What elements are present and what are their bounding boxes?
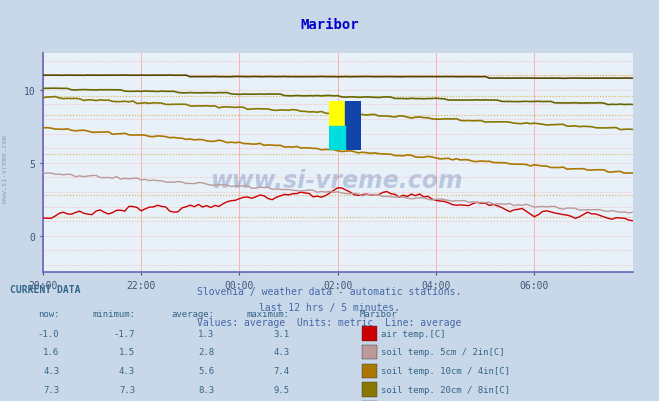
Text: Maribor: Maribor xyxy=(359,310,397,318)
Text: CURRENT DATA: CURRENT DATA xyxy=(10,284,80,294)
Bar xyxy=(329,102,345,126)
Text: minimum:: minimum: xyxy=(92,310,135,318)
Text: 7.3: 7.3 xyxy=(43,385,59,394)
Bar xyxy=(362,326,377,341)
Text: 7.4: 7.4 xyxy=(274,366,290,375)
Text: www.si-vreme.com: www.si-vreme.com xyxy=(2,134,9,203)
Bar xyxy=(329,126,345,150)
Text: Slovenia / weather data - automatic stations.: Slovenia / weather data - automatic stat… xyxy=(197,287,462,297)
Text: maximum:: maximum: xyxy=(247,310,290,318)
Text: now:: now: xyxy=(38,310,59,318)
Text: 4.3: 4.3 xyxy=(119,366,135,375)
Text: last 12 hrs / 5 minutes.: last 12 hrs / 5 minutes. xyxy=(259,302,400,312)
Text: www.si-vreme.com: www.si-vreme.com xyxy=(212,169,464,193)
Text: soil temp. 20cm / 8in[C]: soil temp. 20cm / 8in[C] xyxy=(381,385,510,394)
Text: Values: average  Units: metric  Line: average: Values: average Units: metric Line: aver… xyxy=(197,317,462,327)
Text: 9.5: 9.5 xyxy=(274,385,290,394)
Text: 1.6: 1.6 xyxy=(43,347,59,356)
Text: air temp.[C]: air temp.[C] xyxy=(381,329,445,338)
Text: -1.0: -1.0 xyxy=(38,329,59,338)
Text: Maribor: Maribor xyxy=(301,18,358,32)
Text: 4.3: 4.3 xyxy=(43,366,59,375)
Text: 1.5: 1.5 xyxy=(119,347,135,356)
Text: 4.3: 4.3 xyxy=(274,347,290,356)
Text: 5.6: 5.6 xyxy=(198,366,214,375)
Text: soil temp. 5cm / 2in[C]: soil temp. 5cm / 2in[C] xyxy=(381,347,505,356)
Text: soil temp. 10cm / 4in[C]: soil temp. 10cm / 4in[C] xyxy=(381,366,510,375)
Bar xyxy=(362,383,377,397)
Bar xyxy=(345,102,360,150)
Text: 1.3: 1.3 xyxy=(198,329,214,338)
Text: -1.7: -1.7 xyxy=(113,329,135,338)
Text: 8.3: 8.3 xyxy=(198,385,214,394)
Text: 2.8: 2.8 xyxy=(198,347,214,356)
Text: 3.1: 3.1 xyxy=(274,329,290,338)
Text: average:: average: xyxy=(171,310,214,318)
Text: 7.3: 7.3 xyxy=(119,385,135,394)
Bar xyxy=(362,364,377,378)
Bar xyxy=(362,345,377,359)
